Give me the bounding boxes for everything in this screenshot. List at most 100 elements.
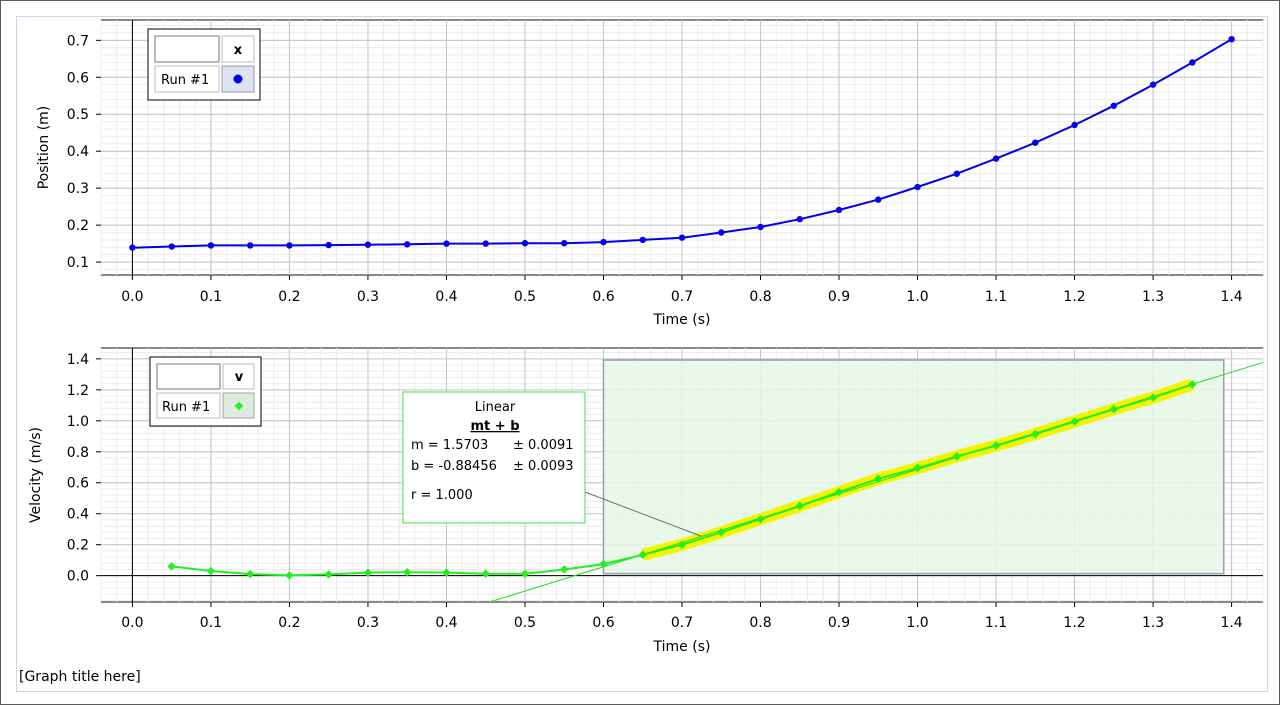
legend-run-cell[interactable] [154, 65, 220, 93]
x-tick-label: 0.9 [828, 615, 850, 631]
green-diamond-icon [234, 401, 244, 411]
velocity-chart[interactable]: 0.0 0.1 0.2 0.3 0.4 0.5 0.6 0.7 0.8 0.9 1.0 1.1 1.2 1… [28, 347, 1264, 655]
fit-box-leader-line [584, 491, 702, 537]
data-point [521, 240, 529, 247]
data-point [913, 463, 922, 473]
data-point [246, 242, 254, 249]
y-tick-label: 0.4 [67, 507, 89, 523]
data-point [482, 240, 489, 247]
x-tick-label: 1.4 [1220, 615, 1242, 631]
data-point [286, 242, 293, 249]
velocity-y-ticks: 0.0 0.2 0.4 0.6 0.8 1.0 1.2 1.4 [67, 352, 101, 585]
x-tick-label: 0.7 [671, 615, 693, 631]
x-tick-label: 0.8 [749, 289, 771, 305]
velocity-y-axis-label: Velocity (m/s) [28, 427, 44, 523]
x-tick-label: 0.1 [200, 615, 222, 631]
fit-m-error: ± 0.0091 [513, 438, 574, 453]
data-point [756, 514, 765, 524]
x-tick-label: 0.6 [592, 615, 614, 631]
data-point [561, 240, 568, 247]
data-point [481, 569, 490, 579]
y-tick-label: 1.2 [67, 383, 89, 399]
blue-dot-icon [233, 74, 243, 84]
x-tick-label: 0.8 [749, 615, 771, 631]
x-tick-label: 0.6 [592, 289, 614, 305]
data-point [207, 242, 215, 249]
velocity-legend[interactable]: v Run #1 [149, 356, 262, 427]
x-tick-label: 1.0 [906, 615, 928, 631]
x-tick-label: 0.3 [357, 615, 379, 631]
velocity-x-axis-label: Time (s) [653, 639, 711, 655]
data-point [168, 243, 175, 250]
y-tick-label: 0.0 [67, 569, 89, 585]
data-point [638, 550, 647, 560]
data-point [717, 528, 726, 537]
y-tick-label: 0.8 [67, 445, 89, 461]
position-y-ticks: 0.1 0.2 0.3 0.4 0.5 0.6 0.7 [67, 33, 101, 271]
data-point [1110, 102, 1118, 109]
data-point [364, 241, 372, 248]
legend-header-blank[interactable] [156, 363, 221, 390]
data-point [874, 474, 883, 484]
legend-header-label: x [234, 43, 243, 58]
data-point [599, 559, 608, 569]
x-tick-label: 0.7 [671, 289, 693, 305]
data-point [796, 215, 803, 223]
data-point [129, 244, 136, 251]
velocity-x-ticks: 0.0 0.1 0.2 0.3 0.4 0.5 0.6 0.7 0.8 0.9 1.0 1.1 1.2 1… [121, 602, 1243, 631]
y-tick-label: 1.4 [67, 352, 89, 368]
y-tick-label: 0.2 [67, 218, 89, 234]
y-tick-label: 0.2 [67, 538, 89, 554]
data-point [443, 240, 450, 247]
position-x-ticks: 0.0 0.1 0.2 0.3 0.4 0.5 0.6 0.7 0.8 0.9 1.0 1.1 1.2 1… [121, 275, 1243, 305]
data-point [1071, 121, 1078, 129]
data-point [600, 238, 607, 246]
data-point [325, 241, 332, 249]
position-chart[interactable]: 0.0 0.1 0.2 0.3 0.4 0.5 0.6 0.7 0.8 0.9 1.0 1.1 1.2 1… [36, 19, 1264, 328]
graph-title[interactable]: [Graph title here] [19, 669, 141, 685]
graph-panel [16, 16, 1268, 692]
fit-b-value: b = -0.88456 [411, 459, 497, 474]
data-point [991, 441, 1001, 450]
legend-header-cell [222, 363, 255, 390]
x-tick-label: 0.9 [828, 289, 850, 305]
fit-b-error: ± 0.0093 [513, 459, 574, 474]
data-point [992, 155, 1000, 162]
x-tick-label: 0.5 [514, 615, 536, 631]
x-tick-label: 0.4 [435, 289, 457, 305]
velocity-series [167, 380, 1197, 580]
fit-equation: mt + b [470, 419, 519, 434]
x-tick-label: 0.0 [121, 615, 143, 631]
x-tick-label: 0.2 [278, 289, 300, 305]
data-point [677, 540, 687, 549]
data-point [1070, 417, 1079, 426]
y-tick-label: 0.6 [67, 476, 89, 492]
curve-fit-box-frame [402, 391, 586, 524]
legend-run-cell[interactable] [156, 392, 221, 419]
fit-title: Linear [475, 400, 516, 415]
y-tick-label: 0.3 [67, 181, 89, 197]
curve-fit-box[interactable]: Linear mt + b m = 1.5703 ± 0.0091 b = -0… [402, 391, 586, 524]
data-point [795, 501, 805, 511]
position-legend[interactable]: x Run #1 [147, 28, 261, 101]
data-point [1032, 139, 1039, 146]
y-tick-label: 0.1 [67, 255, 89, 271]
y-tick-label: 1.0 [67, 414, 89, 430]
y-tick-label: 0.5 [67, 107, 89, 123]
data-point [1031, 429, 1040, 439]
x-tick-label: 1.1 [985, 289, 1007, 305]
x-tick-label: 0.2 [278, 615, 300, 631]
data-point [834, 487, 844, 497]
x-tick-label: 0.0 [121, 289, 143, 305]
data-point [520, 569, 530, 579]
data-point [1188, 380, 1197, 389]
x-tick-label: 0.5 [514, 289, 536, 305]
data-point [1228, 36, 1235, 43]
data-point [402, 568, 412, 577]
x-tick-label: 0.1 [200, 289, 222, 305]
legend-header-blank[interactable] [154, 35, 220, 63]
x-tick-label: 0.4 [435, 615, 457, 631]
data-point [559, 565, 569, 574]
x-tick-label: 1.2 [1063, 289, 1085, 305]
